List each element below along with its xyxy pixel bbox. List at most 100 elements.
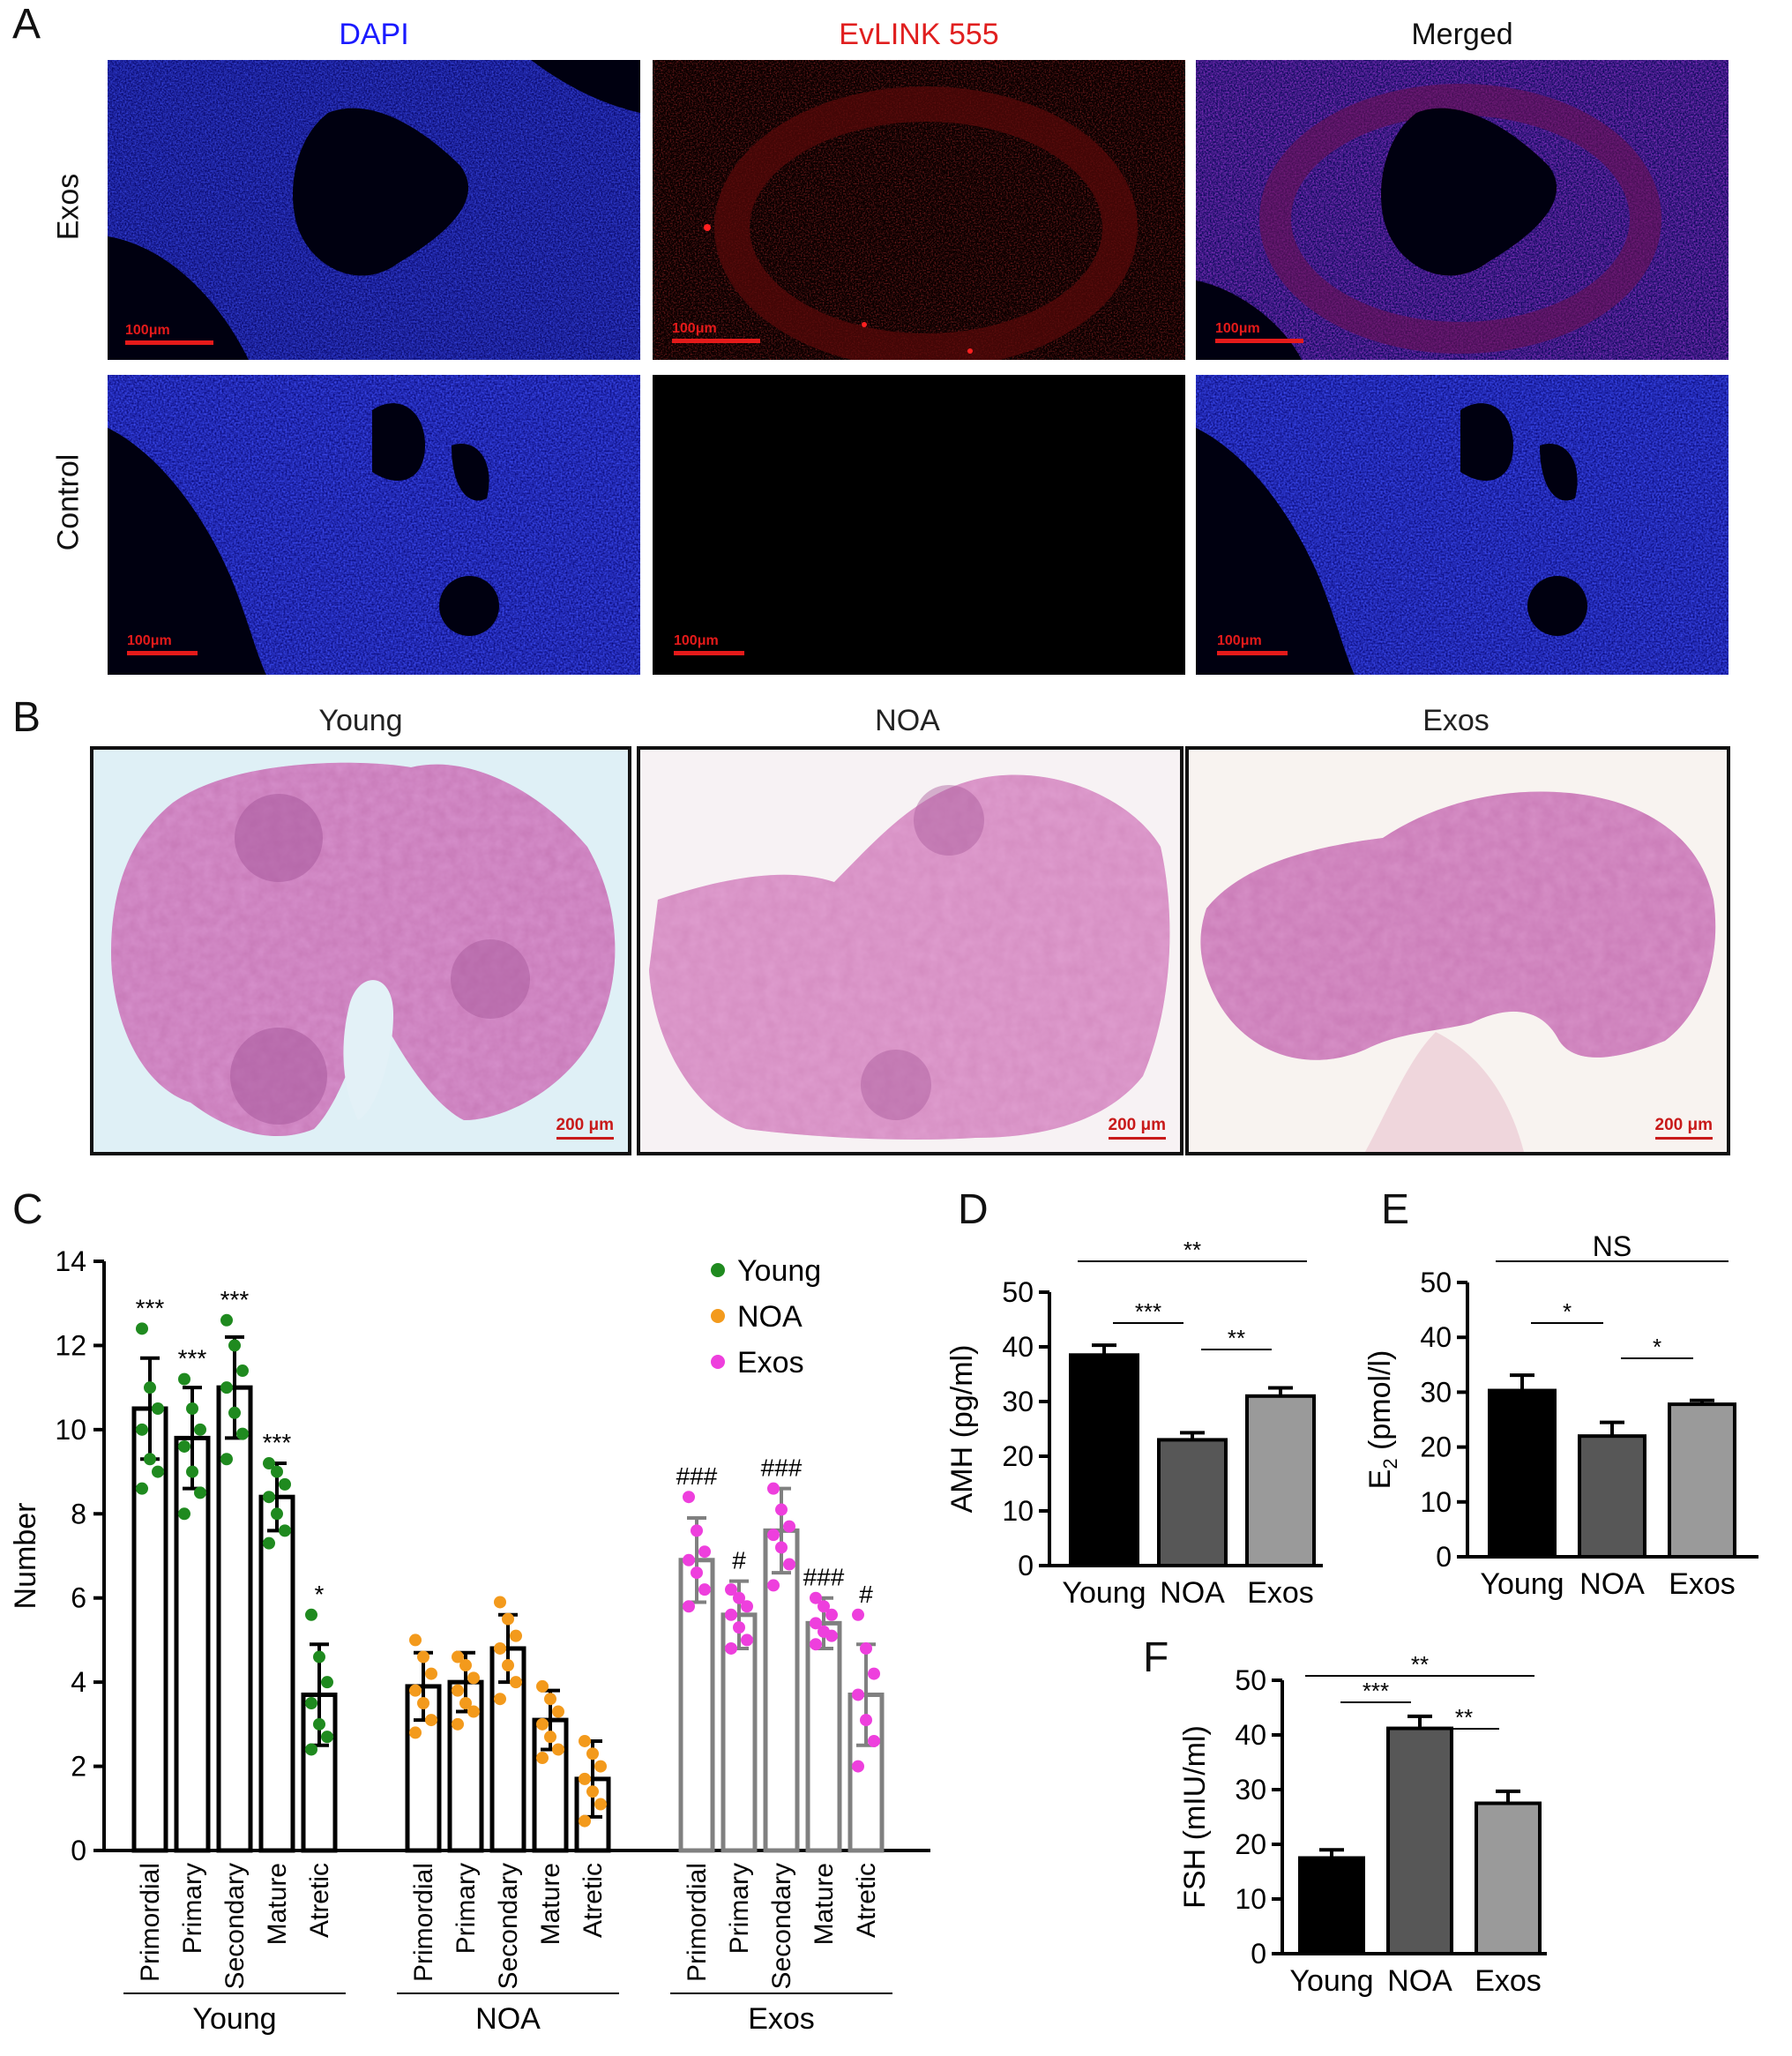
scale-bar-a1: 100μm [125,323,213,345]
data-point-noa [502,1659,514,1672]
scale-bar-b3: 200 μm [1654,1116,1713,1140]
micrograph-exos-merged [1196,60,1729,360]
data-point-young [178,1439,190,1453]
category-label: NOA [1579,1567,1645,1601]
y-axis-label: E2 (pmol/l) [1363,1350,1401,1490]
data-point-young [178,1372,190,1386]
data-point-noa [417,1650,429,1663]
y-axis-label: Number [9,1503,42,1610]
y-tick-label: 10 [1002,1495,1034,1527]
group-label: Young [192,2002,276,2036]
data-point-noa [544,1693,556,1706]
scale-bar-label: 100μm [127,633,172,648]
comparison-label: ** [1411,1651,1429,1678]
bar-exos [847,1692,885,1853]
bar-young [1488,1388,1557,1559]
data-point-exos [691,1524,703,1537]
bar-exos [1668,1402,1736,1559]
significance-label: ### [761,1454,803,1482]
micrograph-exos-dapi [108,60,640,360]
bar-young [1298,1856,1365,1955]
data-point-young [152,1465,164,1478]
data-point-noa [552,1743,564,1756]
data-point-noa [579,1734,591,1747]
col-title-dapi: DAPI [339,18,409,51]
follicle-count-chart: 0 2 4 6 8 10 12 14 Number *** Primordial *** Primary… [9,1245,930,2036]
data-point-noa [409,1726,422,1739]
data-point-exos [683,1491,695,1504]
data-point-young [305,1608,317,1621]
y-tick-label: 30 [1235,1774,1266,1806]
category-label: Primary [725,1863,754,1954]
data-point-exos [852,1688,864,1701]
significance-label: *** [220,1286,250,1313]
y-tick-label: 0 [71,1835,86,1866]
data-point-exos [733,1621,745,1634]
data-point-noa [452,1684,464,1697]
legend-label: Young [737,1254,821,1288]
data-point-young [271,1507,283,1521]
data-point-young [220,1453,233,1466]
scale-bar-label: 200 μm [1108,1116,1167,1134]
scale-bar-label: 100μm [674,633,719,648]
data-point-exos [810,1591,822,1604]
bar-noa [1386,1726,1453,1955]
scale-bar-a4: 100μm [127,633,198,655]
data-point-noa [409,1634,422,1647]
data-point-young [186,1465,198,1478]
significance-label: ### [803,1564,845,1591]
data-point-noa [579,1772,591,1785]
data-point-noa [425,1714,437,1727]
data-point-noa [536,1679,549,1693]
data-point-young [186,1402,198,1415]
significance-label: # [859,1581,873,1608]
data-point-young [152,1402,164,1415]
scale-bar-label: 100μm [672,321,717,336]
bar-young [174,1435,211,1853]
bar-exos [763,1528,800,1853]
comparison-label: ** [1228,1325,1245,1351]
legend-marker-young [711,1263,725,1277]
y-tick-label: 10 [1235,1883,1266,1915]
y-tick-label: 30 [1002,1386,1034,1417]
data-point-noa [510,1676,522,1689]
data-point-exos [767,1579,780,1592]
data-point-exos [825,1629,838,1642]
data-point-young [136,1423,148,1436]
data-point-exos [825,1608,838,1621]
significance-label: *** [136,1294,165,1321]
data-point-young [228,1339,241,1352]
category-label: Primary [452,1863,481,1954]
data-point-noa [579,1814,591,1828]
data-point-exos [775,1541,788,1554]
category-label: Exos [1669,1567,1736,1601]
comparison-label: ** [1455,1704,1473,1731]
data-point-young [220,1313,233,1327]
data-point-noa [425,1667,437,1680]
data-point-noa [594,1760,607,1773]
y-tick-label: 50 [1002,1276,1034,1308]
bar-noa [1578,1434,1646,1559]
comparison-label: ** [1183,1237,1201,1263]
data-point-noa [459,1697,472,1709]
y-tick-label: 6 [71,1582,86,1614]
data-point-exos [725,1583,737,1596]
data-point-young [321,1731,333,1744]
data-point-exos [783,1520,795,1533]
category-label: Mature [536,1863,565,1945]
category-label: Primary [178,1863,207,1954]
data-point-exos [691,1566,703,1580]
legend-marker-noa [711,1309,725,1323]
category-label: Atretic [305,1863,334,1938]
he-title-noa: NOA [875,704,940,737]
data-point-noa [510,1629,522,1642]
bar-exos [1245,1394,1316,1567]
he-title-exos: Exos [1422,704,1490,737]
data-point-exos [767,1529,780,1542]
data-point-young [194,1423,206,1436]
data-point-young [305,1697,317,1709]
legend-label: NOA [737,1300,803,1334]
data-point-exos [852,1608,864,1621]
category-label: Primordial [409,1863,438,1982]
y-tick-label: 0 [1436,1541,1452,1573]
